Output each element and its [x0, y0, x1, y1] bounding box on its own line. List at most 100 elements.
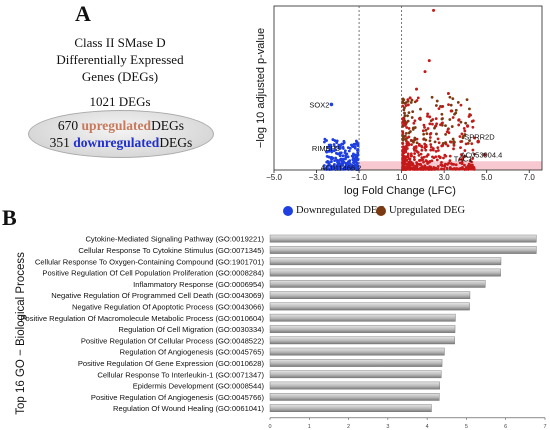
labeled-point-5 [470, 163, 474, 168]
up-point [402, 119, 406, 123]
up-point [434, 104, 438, 107]
up-point [465, 167, 469, 171]
down-point [322, 164, 326, 167]
up-point [473, 152, 476, 156]
down-point [323, 140, 326, 144]
up-point [433, 140, 437, 144]
up-point [432, 156, 436, 160]
up-point [403, 145, 407, 149]
down-point [348, 162, 352, 166]
point-label-0: SOX2 [309, 100, 329, 109]
bar-x-tick-label-7: 7 [543, 424, 546, 430]
up-outlier-point [427, 59, 431, 63]
up-point [454, 163, 458, 167]
up-point [435, 132, 438, 136]
up-point [401, 97, 405, 101]
legend-downregulated: Downregulated DEG [283, 205, 385, 216]
down-word: downregulated [73, 135, 160, 150]
labeled-point-4 [482, 152, 487, 157]
up-point [409, 130, 412, 133]
up-point [426, 112, 430, 116]
down-point [343, 149, 347, 153]
up-point [448, 166, 452, 169]
up-point [453, 112, 456, 116]
x-tick-label-5: 5.0 [481, 173, 493, 182]
bar-0 [269, 234, 537, 243]
up-point [450, 125, 454, 128]
up-point [458, 161, 462, 165]
down-point [356, 151, 360, 155]
up-point [437, 141, 441, 145]
down-point [338, 151, 342, 155]
up-point [428, 139, 432, 143]
up-point [416, 167, 420, 171]
up-point [415, 137, 419, 141]
up-point [426, 127, 430, 130]
up-point [428, 122, 432, 126]
down-point [336, 152, 339, 156]
down-point [329, 146, 333, 150]
up-point [458, 158, 462, 161]
category-label-7: Positive Regulation Of Macromolecule Met… [20, 314, 264, 323]
down-point [332, 143, 336, 146]
up-point [401, 134, 405, 138]
down-point [342, 139, 346, 143]
up-point [452, 140, 456, 144]
category-label-13: Epidermis Development (GO:0008544) [133, 382, 265, 391]
up-point [444, 124, 447, 128]
up-point [459, 103, 463, 107]
up-point [448, 154, 452, 158]
up-point [436, 146, 440, 150]
up-point [440, 161, 443, 164]
up-point [423, 125, 426, 129]
down-point [333, 165, 336, 169]
up-point [440, 112, 444, 116]
up-point [451, 97, 455, 101]
up-point [449, 103, 453, 107]
down-point [333, 159, 337, 163]
up-point [445, 166, 449, 170]
category-label-11: Positive Regulation Of Gene Expression (… [78, 359, 265, 368]
down-point [325, 154, 329, 158]
bar-x-tick-label-2: 2 [347, 424, 350, 430]
up-point [445, 130, 449, 134]
bar-1 [269, 246, 537, 254]
up-point [459, 120, 463, 124]
down-point [334, 156, 338, 160]
up-point [404, 101, 408, 104]
down-point [347, 160, 351, 164]
down-point [341, 147, 345, 150]
up-point [410, 139, 413, 143]
category-label-15: Regulation Of Wound Healing (GO:0061041) [113, 404, 264, 413]
x-tick-label-1: −3.0 [309, 173, 325, 182]
up-point [424, 167, 428, 171]
up-point [440, 164, 444, 168]
bar-2 [269, 257, 502, 266]
up-point [420, 166, 424, 170]
down-point [353, 145, 357, 149]
up-point [463, 154, 467, 158]
down-point [326, 146, 329, 149]
up-point [403, 111, 406, 115]
up-point [416, 96, 420, 100]
category-label-0: Cytokine-Mediated Signaling Pathway (GO:… [85, 235, 264, 244]
up-point [461, 167, 465, 171]
up-point [455, 167, 459, 171]
up-point [435, 158, 439, 162]
category-label-8: Regulation Of Cell Migration (GO:0030334… [118, 325, 264, 334]
point-label-2: AC011466.2 [320, 164, 361, 173]
up-point [449, 109, 453, 113]
up-point [457, 167, 461, 171]
panel-a-letter: A [75, 1, 91, 26]
down-point [354, 160, 358, 164]
up-point [444, 142, 448, 146]
category-label-2: Cellular Response To Oxygen-Containing C… [35, 257, 265, 266]
up-point [472, 136, 476, 140]
up-point [425, 154, 429, 158]
up-point [436, 149, 440, 152]
down-point [347, 149, 351, 153]
up-point [401, 154, 405, 157]
up-point [401, 163, 405, 167]
up-point [411, 162, 415, 165]
up-point [422, 132, 426, 136]
